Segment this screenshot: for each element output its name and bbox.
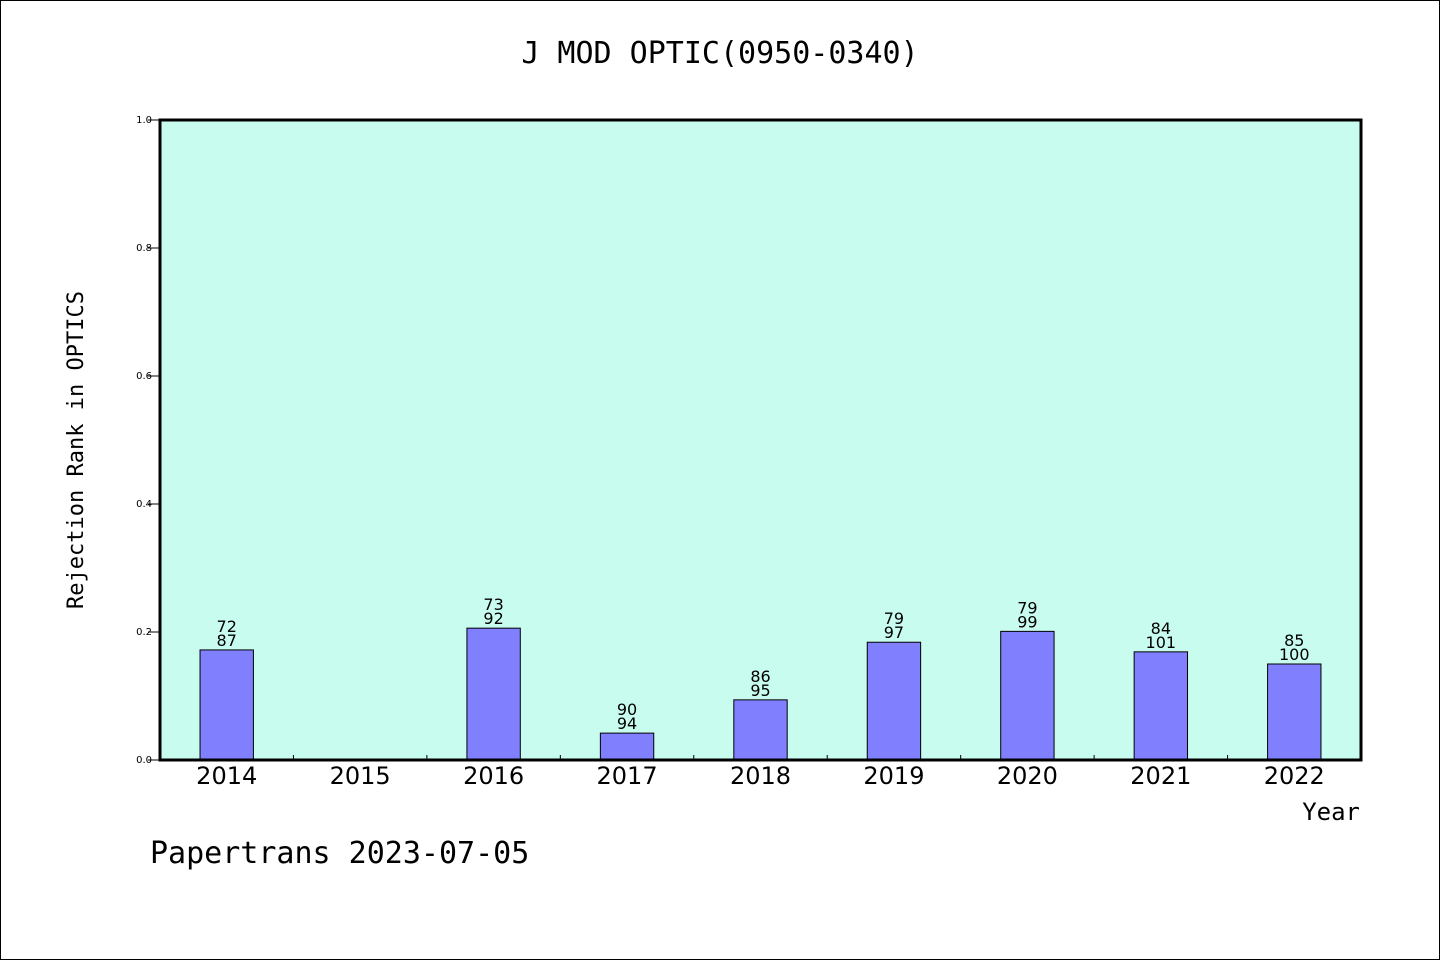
bar-label-bottom: 94 bbox=[617, 714, 637, 733]
bar-label-top: 79 bbox=[884, 609, 904, 628]
x-tick-label: 2016 bbox=[463, 762, 524, 790]
x-tick-label: 2017 bbox=[597, 762, 658, 790]
y-tick-label: 0.6 bbox=[136, 371, 152, 382]
y-tick-label: 1.0 bbox=[136, 115, 152, 126]
bar-2022 bbox=[1267, 663, 1322, 761]
bar-label-top: 72 bbox=[217, 617, 237, 636]
x-tick-label: 2020 bbox=[997, 762, 1058, 790]
x-tick-label: 2019 bbox=[863, 762, 924, 790]
y-tick-label: 0.8 bbox=[136, 243, 152, 254]
bar-label-bottom: 95 bbox=[750, 681, 770, 700]
bar-label-top: 73 bbox=[483, 595, 503, 614]
bar-label-top: 85 bbox=[1284, 631, 1304, 650]
bar-2014 bbox=[199, 649, 254, 761]
bar-2016 bbox=[466, 627, 521, 761]
x-tick-label: 2021 bbox=[1130, 762, 1191, 790]
bar-2018 bbox=[733, 699, 788, 761]
bar-2019 bbox=[866, 641, 922, 761]
bar-label-top: 90 bbox=[617, 700, 637, 719]
y-axis-label: Rejection Rank in OPTICS bbox=[64, 291, 89, 609]
bar-2021 bbox=[1133, 651, 1189, 761]
bar-label-bottom: 101 bbox=[1146, 633, 1177, 652]
bar-label-top: 86 bbox=[750, 667, 770, 686]
bar-label-bottom: 97 bbox=[884, 623, 904, 642]
x-tick-label: 2015 bbox=[330, 762, 391, 790]
x-tick-label: 2014 bbox=[196, 762, 257, 790]
x-tick-label: 2018 bbox=[730, 762, 791, 790]
y-tick-label: 0.0 bbox=[136, 755, 152, 766]
x-axis-label: Year bbox=[1302, 798, 1360, 826]
bar-label-bottom: 87 bbox=[217, 631, 237, 650]
y-tick-label: 0.4 bbox=[136, 499, 152, 510]
bar-label-bottom: 92 bbox=[483, 609, 503, 628]
bar-2017 bbox=[599, 732, 655, 761]
plot-border bbox=[158, 118, 1363, 762]
bar-label-top: 84 bbox=[1151, 619, 1171, 638]
footer-credit: Papertrans 2023-07-05 bbox=[150, 836, 530, 871]
bar-2020 bbox=[1000, 630, 1055, 761]
bar-label-bottom: 99 bbox=[1017, 612, 1037, 631]
bar-label-top: 79 bbox=[1017, 598, 1037, 617]
y-tick-label: 0.2 bbox=[136, 627, 152, 638]
chart-title: J MOD OPTIC(0950-0340) bbox=[521, 36, 919, 71]
bar-label-bottom: 100 bbox=[1279, 645, 1310, 664]
x-tick-label: 2022 bbox=[1264, 762, 1325, 790]
